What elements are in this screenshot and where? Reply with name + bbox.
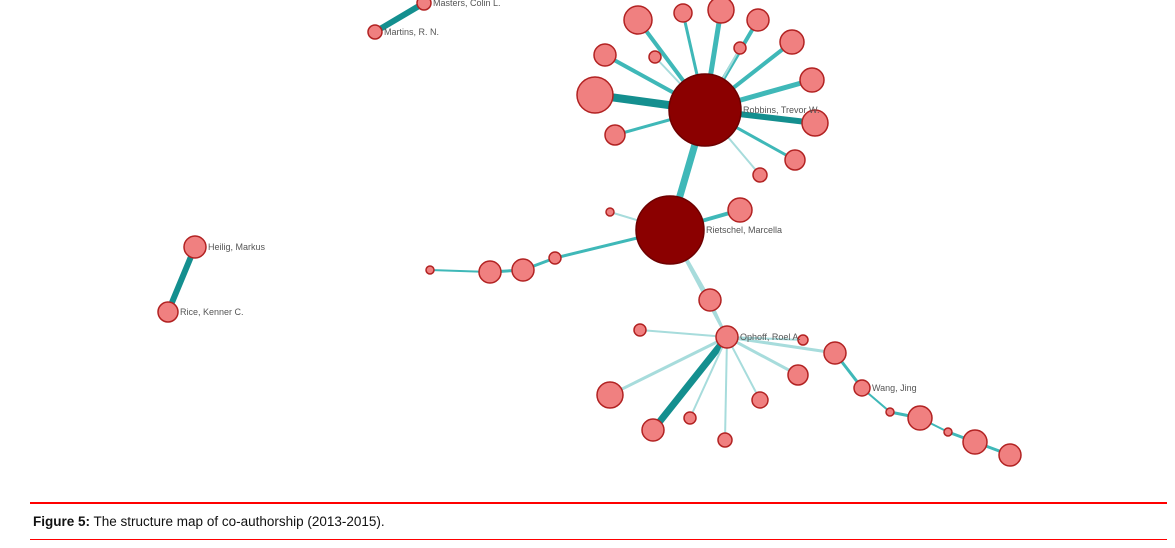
node	[854, 380, 870, 396]
node	[368, 25, 382, 39]
node	[780, 30, 804, 54]
node	[417, 0, 431, 10]
node	[549, 252, 561, 264]
node	[963, 430, 987, 454]
node	[798, 335, 808, 345]
node	[512, 259, 534, 281]
node	[718, 433, 732, 447]
node	[597, 382, 623, 408]
node	[594, 44, 616, 66]
node	[886, 408, 894, 416]
node	[752, 392, 768, 408]
node	[824, 342, 846, 364]
node	[606, 208, 614, 216]
hub-node	[669, 74, 741, 146]
figure-container: Masters, Colin L.Martins, R. N.Heilig, M…	[0, 0, 1175, 548]
caption-body: The structure map of co-authorship (2013…	[90, 514, 385, 529]
node	[605, 125, 625, 145]
node	[800, 68, 824, 92]
caption-box: Figure 5: The structure map of co-author…	[30, 502, 1167, 540]
node	[684, 412, 696, 424]
node	[184, 236, 206, 258]
coauthorship-network	[0, 0, 1175, 495]
node	[944, 428, 952, 436]
node	[708, 0, 734, 23]
node	[699, 289, 721, 311]
caption-rule-bottom	[30, 539, 1167, 541]
node	[577, 77, 613, 113]
node	[624, 6, 652, 34]
node	[734, 42, 746, 54]
edge	[725, 337, 727, 440]
node	[426, 266, 434, 274]
node	[649, 51, 661, 63]
figure-caption: Figure 5: The structure map of co-author…	[30, 504, 1167, 539]
caption-prefix: Figure 5:	[33, 514, 90, 529]
node	[479, 261, 501, 283]
node	[716, 326, 738, 348]
node	[788, 365, 808, 385]
edge	[375, 3, 424, 32]
node	[728, 198, 752, 222]
node	[642, 419, 664, 441]
node	[785, 150, 805, 170]
node	[999, 444, 1021, 466]
node	[674, 4, 692, 22]
node	[753, 168, 767, 182]
node	[634, 324, 646, 336]
node	[908, 406, 932, 430]
node	[802, 110, 828, 136]
node	[747, 9, 769, 31]
edge	[640, 330, 727, 337]
edge	[610, 337, 727, 395]
node	[158, 302, 178, 322]
hub-node	[636, 196, 704, 264]
